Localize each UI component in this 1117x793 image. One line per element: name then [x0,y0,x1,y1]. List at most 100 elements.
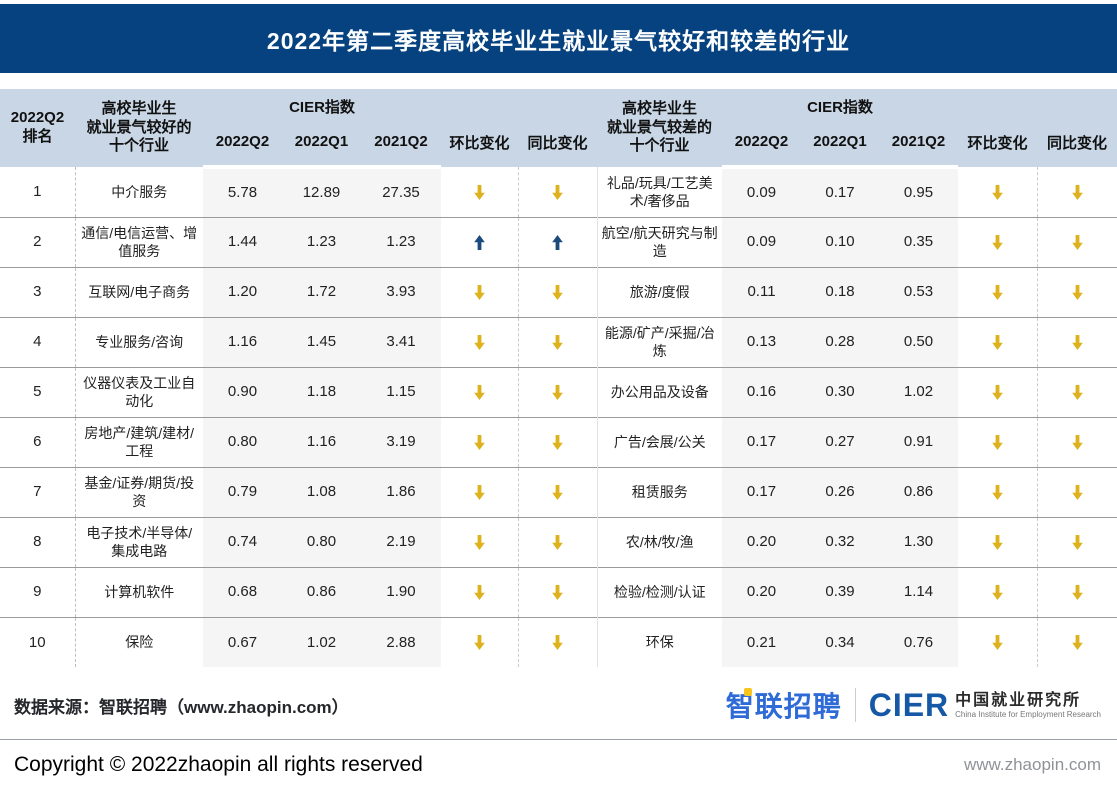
worse-cier-2022q1-cell: 0.30 [801,366,879,417]
better-mom-change-cell [441,266,519,317]
better-industry-cell: 仪器仪表及工业自动化 [75,366,203,417]
worse-cier-2021q2-cell: 0.76 [879,616,958,667]
down-arrow-icon [552,334,563,350]
worse-cier-2022q2-cell: 0.17 [722,466,801,517]
rank-cell: 3 [0,266,76,317]
better-cier-2021q2-cell: 1.86 [361,466,441,517]
better-cier-2022q2-cell: 0.79 [203,466,282,517]
up-arrow-icon [552,234,563,250]
worse-cier-2022q1-cell: 0.39 [801,566,879,617]
worse-cier-2022q2-cell: 0.11 [722,266,801,317]
down-arrow-icon [1071,334,1083,350]
worse-cier-2021q2-cell: 1.30 [879,516,958,567]
down-arrow-icon [991,434,1003,450]
better-yoy-change-cell [518,466,597,517]
worse-industry-cell: 航空/航天研究与制造 [596,216,722,267]
better-cier-2021q2-cell: 2.88 [361,616,441,667]
better-yoy-change-cell [518,216,597,267]
worse-industry-cell: 办公用品及设备 [596,366,722,417]
worse-mom-change-cell [958,366,1038,417]
better-yoy-change-cell [518,616,597,667]
header-mom-left: 环比变化 [441,89,518,167]
table-row: 4 专业服务/咨询 1.16 1.45 3.41 能源/矿产/采掘/冶炼 0.13 0.28 0… [0,316,1117,367]
rank-cell: 10 [0,616,76,667]
better-cier-2022q1-cell: 1.02 [282,616,361,667]
down-arrow-icon [991,584,1003,600]
down-arrow-icon [473,584,485,600]
down-arrow-icon [552,534,563,550]
table-row: 3 互联网/电子商务 1.20 1.72 3.93 旅游/度假 0.11 0.18 0.53 [0,266,1117,317]
better-industry-cell: 中介服务 [111,183,168,200]
worse-industry-cell: 旅游/度假 [596,266,722,317]
zhaopin-logo: 智联招聘 [726,685,842,725]
better-industry-cell: 计算机软件 [75,566,203,617]
better-cier-2021q2-cell: 1.90 [361,566,441,617]
better-cier-2022q1-cell: 1.23 [282,216,361,267]
header-2022q2-right: 2022Q2 [722,127,801,169]
header-2022q1-right: 2022Q1 [801,127,879,169]
better-yoy-change-cell [518,167,597,217]
worse-cier-2022q2-cell: 0.09 [722,216,801,267]
down-arrow-icon [991,484,1003,500]
down-arrow-icon [473,484,485,500]
worse-cier-2022q1-cell: 0.34 [801,616,879,667]
better-cier-2022q2-cell: 1.20 [203,266,282,317]
better-cier-2022q2-cell: 0.67 [203,616,282,667]
worse-mom-change-cell [958,216,1038,267]
table-row: 1 中介服务 5.78 12.89 27.35 礼品/玩具/工艺美术/奢侈品 0.09 0.1… [0,167,1117,217]
worse-cier-2022q2-cell: 0.20 [722,566,801,617]
cier-logo: CIER 中国就业研究所 China Institute for Employm… [869,689,1101,721]
cier-logo-caption: 中国就业研究所 China Institute for Employment R… [955,689,1101,720]
worse-yoy-change-cell [1037,516,1117,567]
zhaopin-logo-yellow-dot-icon [743,688,752,696]
better-industry-cell: 互联网/电子商务 [75,266,203,317]
better-cier-2021q2-cell: 3.93 [361,266,441,317]
better-cier-2022q1-cell: 1.72 [282,266,361,317]
down-arrow-icon [473,434,485,450]
better-cier-2021q2-cell: 3.19 [361,416,441,467]
cier-logo-text: CIER [868,687,950,723]
down-arrow-icon [991,635,1003,651]
better-mom-change-cell [441,616,519,667]
header-better-group: 高校毕业生 就业景气较好的 十个行业 [75,89,203,167]
worse-industry-cell: 检验/检测/认证 [596,566,722,617]
worse-yoy-change-cell [1037,416,1117,467]
worse-cier-2022q2-cell: 0.16 [722,366,801,417]
worse-cier-2022q2-cell: 0.20 [722,516,801,567]
better-industry-cell: 房地产/建筑/建材/工程 [75,416,203,467]
worse-cier-2022q1-cell: 0.26 [801,466,879,517]
better-industry-cell: 通信/电信运营、增值服务 [75,216,203,267]
down-arrow-icon [552,635,563,651]
down-arrow-icon [473,635,485,651]
worse-cier-2022q1-cell: 0.32 [801,516,879,567]
header-2022q1-left: 2022Q1 [282,127,361,169]
source-row: 数据来源：智联招聘（www.zhaopin.com） 智联招聘 CIER 中国就… [0,667,1117,733]
better-cier-2021q2-cell: 3.41 [361,316,441,367]
logo-divider [854,688,856,722]
table-row: 7 基金/证券/期货/投资 0.79 1.08 1.86 租赁服务 0.17 0.26 0.86 [0,466,1117,517]
worse-cier-2021q2-cell: 1.14 [879,566,958,617]
worse-industry-cell: 广告/会展/公关 [596,416,722,467]
down-arrow-icon [473,534,485,550]
industry-table-wrap: 2022Q2 排名 高校毕业生 就业景气较好的 十个行业 CIER指数 环比变化… [0,89,1117,667]
better-cier-2021q2-cell: 27.35 [361,167,441,217]
worse-mom-change-cell [958,416,1038,467]
better-yoy-change-cell [518,316,597,367]
worse-yoy-change-cell [1037,167,1117,217]
data-source-text: 数据来源：智联招聘（www.zhaopin.com） [14,697,349,717]
down-arrow-icon [991,334,1003,350]
down-arrow-icon [473,184,485,200]
worse-yoy-change-cell [1037,616,1117,667]
better-cier-2022q2-cell: 0.90 [203,366,282,417]
worse-cier-2022q1-cell: 0.27 [801,416,879,467]
better-cier-2022q1-cell: 12.89 [282,167,361,217]
header-2021q2-left: 2021Q2 [361,127,441,169]
better-cier-2022q2-cell: 1.44 [203,216,282,267]
footer-logos: 智联招聘 CIER 中国就业研究所 China Institute for Em… [726,685,1101,725]
rank-cell: 6 [0,416,76,467]
better-industry-cell: 保险 [75,616,203,667]
header-yoy-left: 同比变化 [518,89,597,167]
worse-industry-cell: 环保 [596,616,722,667]
worse-cier-2022q2-cell: 0.17 [722,416,801,467]
better-yoy-change-cell [518,516,597,567]
